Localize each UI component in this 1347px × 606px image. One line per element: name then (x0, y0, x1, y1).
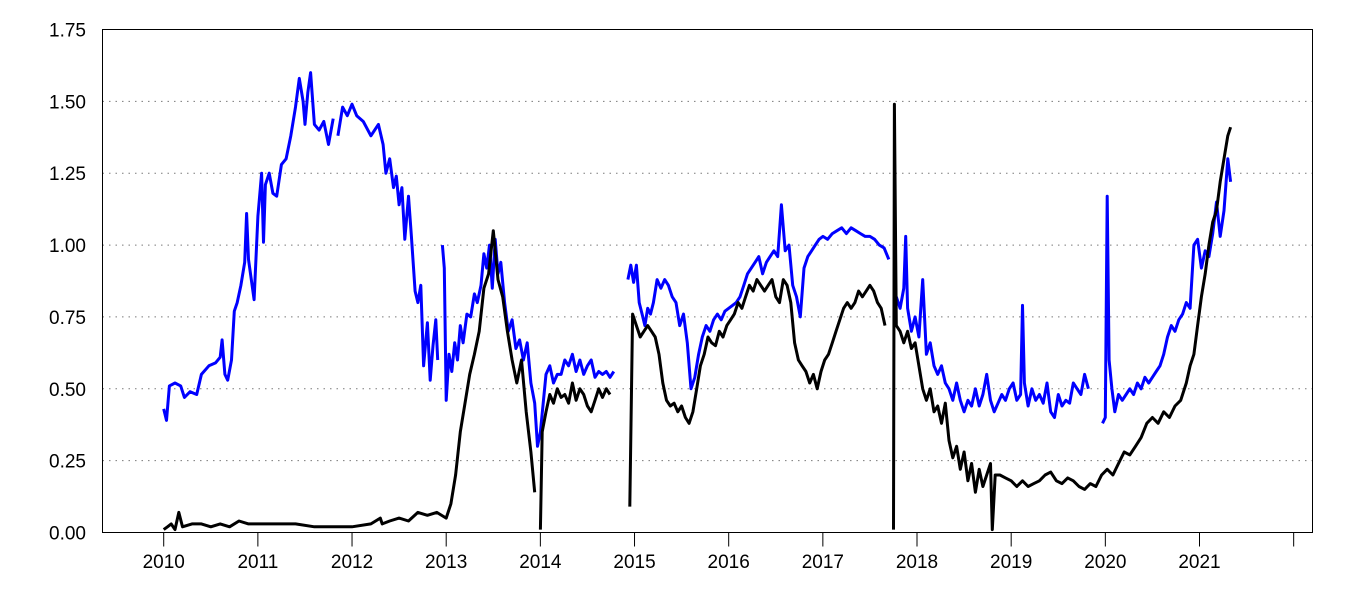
y-tick-label: 0.50 (49, 380, 86, 401)
series-line-segment (628, 278, 887, 507)
x-tick-label: 2018 (896, 552, 938, 573)
x-axis: 2010 2011 2012 2013 2014 2015 2016 2017 2018 2019… (143, 532, 1295, 573)
y-tick-label: 1.50 (49, 92, 86, 113)
y-tick-label: 0.25 (49, 452, 86, 473)
x-tick-label: 2019 (990, 552, 1032, 573)
plot-frame (102, 29, 1313, 533)
series-line-segment (336, 102, 440, 382)
x-tick-label: 2012 (331, 552, 373, 573)
y-tick-label: 1.00 (49, 236, 86, 257)
x-tick-label: 2015 (613, 552, 655, 573)
x-tick-label: 2011 (237, 552, 278, 573)
x-tick-label: 2010 (143, 552, 185, 573)
series-line-segment (894, 234, 1090, 419)
x-tick-label: 2017 (802, 552, 844, 573)
series-line-segment (162, 71, 335, 422)
series-line-segment (892, 102, 1233, 532)
y-tick-label: 1.75 (49, 21, 86, 42)
series-line-segment (626, 203, 891, 391)
x-tick-label: 2020 (1084, 552, 1126, 573)
y-tick-label: 0.75 (49, 308, 86, 329)
x-tick-label: 2014 (519, 552, 562, 573)
y-axis: 0.00 0.25 0.50 0.75 1.00 1.25 1.50 1.75 (49, 21, 86, 545)
series-lines (162, 71, 1233, 532)
x-tick-label: 2013 (425, 552, 467, 573)
series-2 (162, 102, 1233, 532)
series-line-segment (440, 237, 616, 448)
y-tick-label: 0.00 (49, 524, 86, 545)
series-line-segment (162, 229, 537, 532)
x-tick-label: 2021 (1178, 552, 1220, 573)
series-line-segment (538, 381, 612, 530)
y-tick-label: 1.25 (49, 164, 86, 185)
x-tick-label: 2016 (708, 552, 750, 573)
